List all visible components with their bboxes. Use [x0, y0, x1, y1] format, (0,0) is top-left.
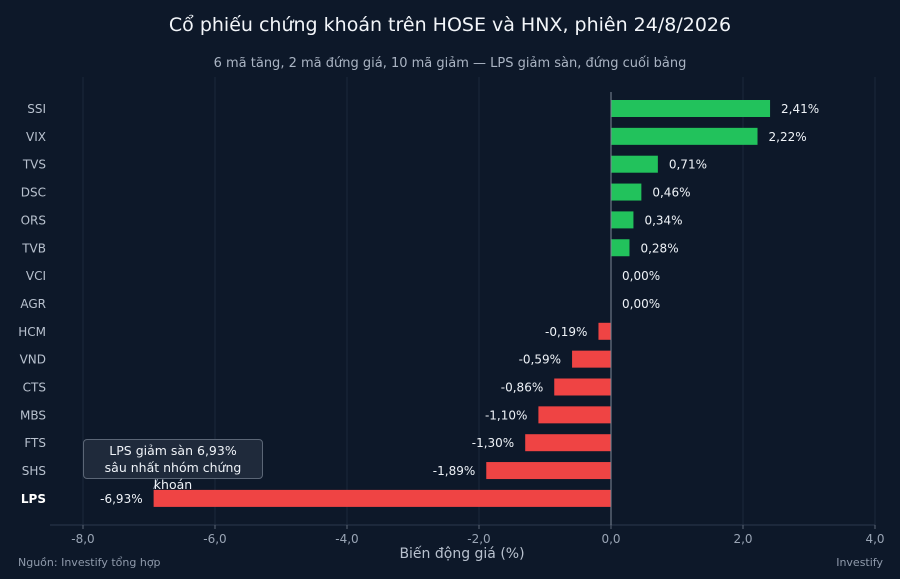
category-label: DSC	[21, 186, 46, 200]
bar-lps	[153, 489, 611, 507]
value-label: 2,22%	[769, 130, 807, 144]
bar-mbs	[538, 406, 611, 424]
bar-vix	[611, 127, 758, 145]
category-label: TVB	[21, 241, 46, 255]
bar-fts	[525, 434, 611, 452]
value-label: 2,41%	[781, 102, 819, 116]
chart-subtitle: 6 mã tăng, 2 mã đứng giá, 10 mã giảm — L…	[213, 56, 687, 71]
category-label: HCM	[18, 325, 46, 339]
category-label: VND	[20, 353, 46, 367]
value-label: 0,00%	[622, 297, 660, 311]
value-label: -1,10%	[485, 408, 527, 422]
value-label: 0,34%	[644, 213, 682, 227]
bar-tvb	[611, 239, 630, 257]
category-label: CTS	[23, 381, 46, 395]
category-label: VIX	[26, 130, 46, 144]
bar-ors	[611, 211, 634, 229]
x-tick-label: 2,0	[733, 532, 752, 546]
value-label: 0,00%	[622, 269, 660, 283]
source-note: Nguồn: Investify tổng hợp	[18, 556, 161, 569]
category-label: LPS	[21, 492, 46, 506]
category-label: TVS	[22, 158, 46, 172]
x-axis-label: Biến động giá (%)	[399, 545, 524, 562]
bar-tvs	[611, 155, 658, 173]
value-label: -0,86%	[501, 381, 543, 395]
category-label: ORS	[21, 213, 46, 227]
bar-shs	[486, 462, 611, 480]
value-label: -0,59%	[519, 353, 561, 367]
value-label: -0,19%	[545, 325, 587, 339]
bar-ssi	[611, 100, 771, 117]
value-label: 0,46%	[652, 186, 690, 200]
annotation-pointer	[153, 478, 159, 490]
x-tick-label: -6,0	[203, 532, 226, 546]
chart-title: Cổ phiếu chứng khoán trên HOSE và HNX, p…	[168, 14, 732, 36]
category-label: SHS	[22, 464, 46, 478]
value-label: -6,93%	[100, 492, 142, 506]
x-tick-label: 0,0	[601, 532, 620, 546]
brand-label: Investify	[836, 556, 883, 569]
x-tick-label: -2,0	[467, 532, 490, 546]
value-label: -1,89%	[433, 464, 475, 478]
value-label: 0,28%	[640, 241, 678, 255]
x-tick-label: -4,0	[335, 532, 358, 546]
x-tick-label: -8,0	[71, 532, 94, 546]
bar-cts	[554, 378, 611, 396]
category-label: SSI	[27, 102, 46, 116]
lps-annotation: LPS giảm sàn 6,93% sâu nhất nhóm chứng k…	[83, 439, 263, 492]
category-label: VCI	[26, 269, 46, 283]
value-label: 0,71%	[669, 158, 707, 172]
category-label: FTS	[24, 436, 46, 450]
bar-dsc	[611, 183, 642, 201]
annotation-line-1: LPS giảm sàn 6,93%	[109, 443, 237, 458]
value-label: -1,30%	[472, 436, 514, 450]
x-tick-label: 4,0	[865, 532, 884, 546]
bar-hcm	[598, 322, 611, 340]
category-label: MBS	[20, 408, 46, 422]
category-label: AGR	[20, 297, 46, 311]
bar-vnd	[572, 350, 611, 368]
annotation-line-2: sâu nhất nhóm chứng khoán	[104, 460, 242, 492]
